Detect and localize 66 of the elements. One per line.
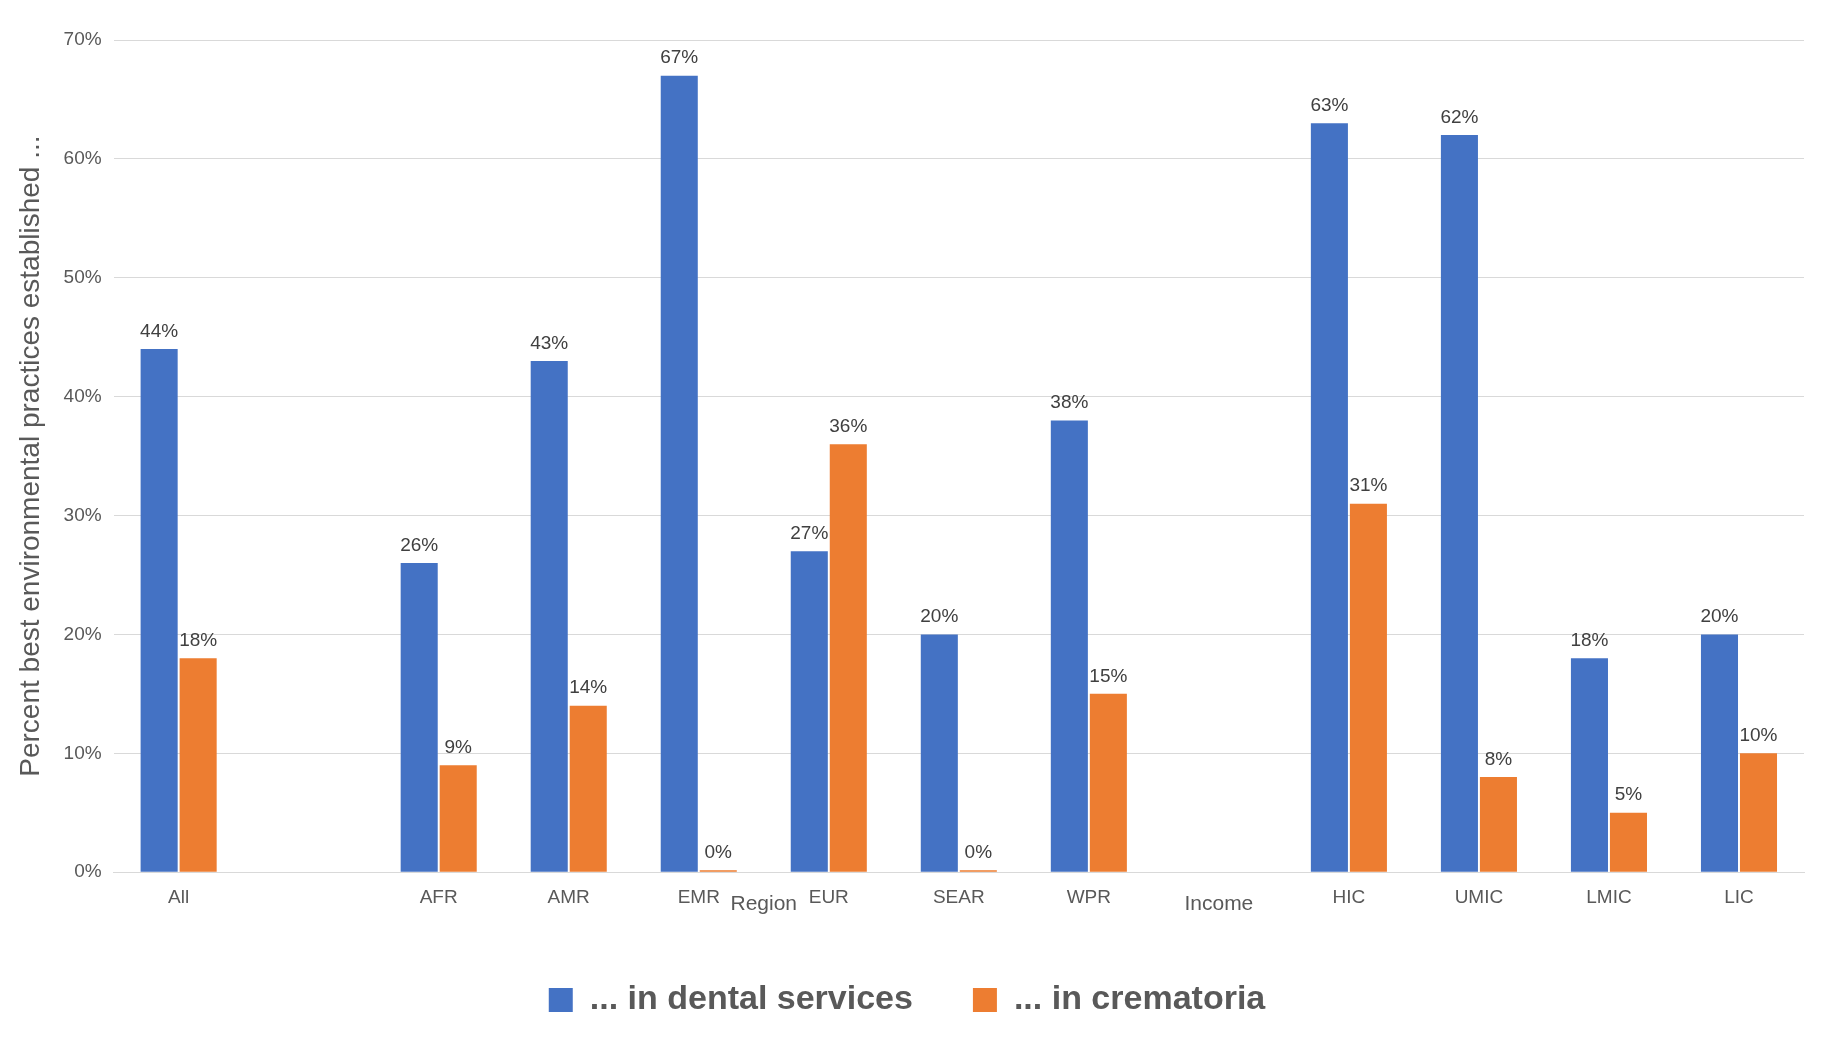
bar	[1570, 658, 1608, 872]
bar	[1700, 634, 1739, 872]
bar	[179, 658, 217, 872]
bar	[920, 634, 958, 872]
data-label: 14%	[569, 676, 608, 698]
x-tick-label: AFR	[419, 885, 458, 907]
data-label: 0%	[964, 840, 993, 862]
data-label: 5%	[1614, 783, 1643, 805]
data-label: 31%	[1349, 474, 1388, 496]
x-tick-label: WPR	[1066, 885, 1112, 907]
x-tick-label: EMR	[677, 885, 720, 907]
legend-label: ... in dental services	[589, 978, 913, 1017]
y-tick-label: 70%	[63, 28, 102, 50]
bar	[569, 705, 607, 872]
y-tick-label: 0%	[74, 860, 102, 882]
bar	[1349, 503, 1387, 872]
bar	[439, 765, 477, 872]
data-label: 67%	[660, 46, 699, 68]
data-label: 20%	[920, 605, 959, 627]
bar	[660, 75, 698, 872]
x-tick-label: All	[168, 885, 190, 907]
bar	[1440, 135, 1478, 872]
data-label: 20%	[1700, 605, 1739, 627]
bar	[790, 551, 828, 872]
y-tick-label: 50%	[63, 266, 102, 288]
data-label: 15%	[1089, 664, 1128, 686]
bar	[1609, 812, 1647, 872]
data-label: 36%	[829, 414, 868, 436]
y-tick-label: 40%	[63, 384, 102, 406]
bar	[1310, 123, 1348, 872]
data-label: 8%	[1484, 747, 1513, 769]
bar	[140, 349, 178, 872]
x-tick-label: UMIC	[1454, 885, 1504, 907]
bar	[1089, 693, 1127, 872]
data-label: 26%	[400, 533, 439, 555]
x-tick-label: LIC	[1724, 885, 1754, 907]
data-label: 27%	[790, 521, 829, 543]
y-tick-label: 30%	[63, 503, 102, 525]
data-label: 62%	[1440, 105, 1479, 127]
x-tick-label: AMR	[547, 885, 590, 907]
text: Region	[730, 891, 798, 915]
bar	[400, 563, 438, 872]
text: Income	[1184, 891, 1254, 915]
data-label: 10%	[1739, 724, 1778, 746]
data-label: 9%	[444, 735, 473, 757]
y-axis-title: Percent best environmental practices established ...	[13, 135, 45, 777]
x-tick-label: EUR	[808, 885, 849, 907]
bar	[1739, 753, 1778, 872]
data-label: 43%	[530, 331, 569, 353]
bar	[1050, 420, 1088, 872]
data-label: 44%	[140, 319, 179, 341]
x-tick-label: HIC	[1332, 885, 1366, 907]
legend-label: ... in crematoria	[1013, 978, 1267, 1017]
data-label: 63%	[1310, 93, 1349, 115]
data-label: 18%	[1570, 628, 1609, 650]
y-tick-label: 60%	[63, 147, 102, 169]
x-tick-label: SEAR	[932, 885, 985, 907]
y-tick-label: 20%	[63, 622, 102, 644]
data-label: 18%	[179, 628, 218, 650]
data-label: 38%	[1050, 391, 1089, 413]
data-label: 0%	[704, 840, 733, 862]
x-tick-label: LMIC	[1586, 885, 1632, 907]
bar	[829, 444, 867, 872]
y-tick-label: 10%	[63, 741, 102, 763]
bar	[530, 360, 568, 872]
bar	[1479, 777, 1517, 872]
